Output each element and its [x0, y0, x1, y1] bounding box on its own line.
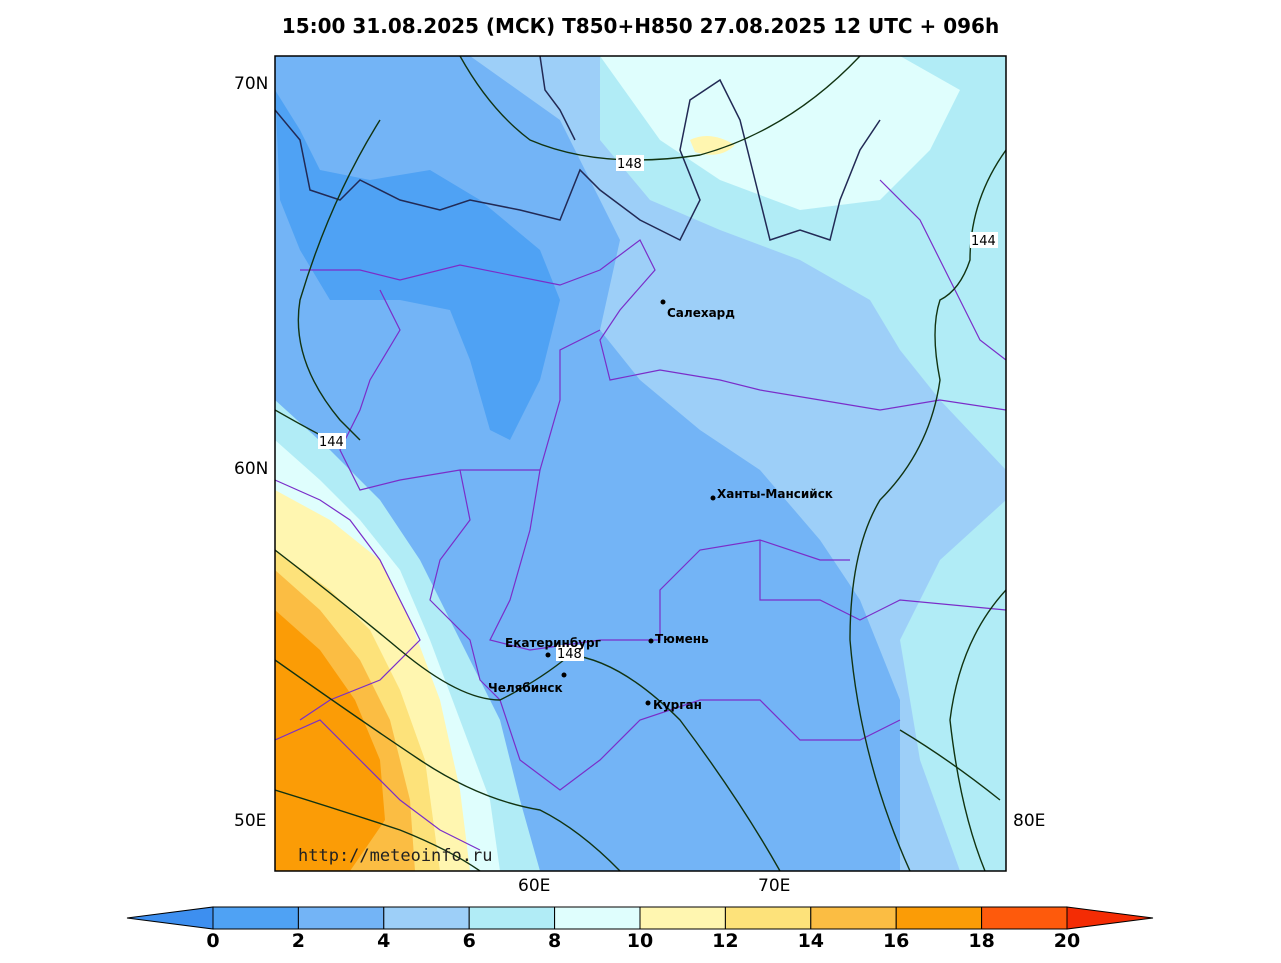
contour-label: 148 [617, 157, 642, 172]
city-label: Челябинск [488, 681, 563, 695]
colorbar-tick-label: 14 [797, 930, 825, 952]
contour-label: 148 [557, 647, 582, 662]
colorbar-segment [895, 906, 983, 930]
colorbar-tick-label: 20 [1053, 930, 1081, 952]
geography-lines [275, 56, 1006, 851]
city-marker [545, 652, 551, 658]
city-marker [710, 495, 716, 501]
colorbar-arrow-high [1066, 906, 1154, 930]
credit-text: http://meteoinfo.ru [298, 846, 492, 866]
lon-label-50e: 50E [234, 811, 267, 831]
colorbar-segment [212, 906, 299, 930]
lon-label-80e: 80E [1013, 811, 1046, 831]
city-label: Тюмень [655, 632, 709, 646]
colorbar-tick-label: 2 [291, 930, 306, 952]
city-label: Салехард [667, 306, 735, 320]
colorbar-segment [724, 906, 812, 930]
colorbar-segment [810, 906, 897, 930]
lon-label-60e: 60E [518, 876, 551, 896]
colorbar-tick-label: 18 [968, 930, 995, 952]
colorbar-segment [297, 906, 385, 930]
colorbar-tick-label: 16 [882, 930, 910, 952]
colorbar-tick-label: 10 [626, 930, 654, 952]
city-marker [561, 672, 567, 678]
colorbar-tick-label: 12 [712, 930, 739, 952]
colorbar-tick-label: 0 [206, 930, 220, 952]
city-label: Екатеринбург [505, 636, 601, 650]
colorbar-segment [981, 906, 1068, 930]
colorbar-segment [554, 906, 641, 930]
lat-label-70n: 70N [234, 74, 269, 94]
city-label: Курган [653, 698, 702, 712]
colorbar [126, 906, 1154, 930]
lat-label-60n: 60N [234, 459, 269, 479]
temperature-fill [275, 56, 1006, 871]
colorbar-tick-label: 6 [462, 930, 476, 952]
colorbar-segment [383, 906, 470, 930]
contour-labels: 148 144 144 148 [318, 155, 998, 662]
city-marker [648, 638, 654, 644]
colorbar-tick-label: 8 [547, 930, 562, 952]
contour-label: 144 [319, 435, 344, 450]
city-marker [645, 700, 651, 706]
lon-label-70e: 70E [758, 876, 791, 896]
colorbar-arrow-low [126, 906, 214, 930]
map-title: 15:00 31.08.2025 (МСК) T850+H850 27.08.2… [281, 14, 1000, 38]
map-frame [274, 55, 1007, 872]
cities: Салехард Ханты-Мансийск Тюмень Екатеринб… [488, 299, 833, 712]
contour-label: 144 [971, 234, 996, 249]
city-label: Ханты-Мансийск [717, 487, 833, 501]
colorbar-segment [468, 906, 556, 930]
city-marker [660, 299, 666, 305]
colorbar-tick-label: 4 [377, 930, 391, 952]
colorbar-segment [639, 906, 726, 930]
